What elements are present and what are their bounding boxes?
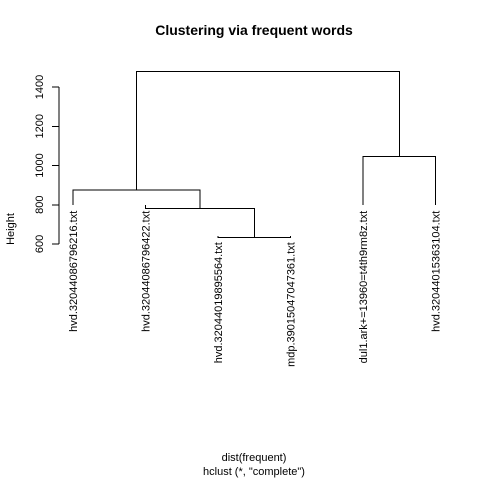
y-tick-label: 1200 — [34, 114, 46, 138]
chart-title: Clustering via frequent words — [155, 22, 353, 38]
dendrogram-merge — [362, 156, 436, 205]
dendrogram-merge — [145, 204, 255, 238]
leaf-label: hvd.32044019895564.txt — [213, 242, 225, 363]
leaf-label: hvd.32044086796216.txt — [68, 211, 80, 332]
leaf-label: hvd.32044086796422.txt — [141, 211, 153, 332]
dendrogram-links — [72, 70, 436, 239]
y-axis: 600 800 1000 1200 1400 — [34, 75, 60, 253]
leaf-label: dul1.ark+=13960=t4th9rm8z.txt — [358, 211, 370, 364]
leaf-labels: hvd.32044086796216.txt hvd.32044086796422… — [68, 211, 443, 367]
y-tick-label: 1400 — [34, 75, 46, 99]
y-tick-label: 600 — [34, 235, 46, 253]
y-tick-label: 1000 — [34, 153, 46, 177]
dendrogram-merge — [217, 236, 291, 239]
y-tick-label: 800 — [34, 196, 46, 214]
dendrogram-merge — [72, 189, 201, 209]
dendrogram-merge — [135, 70, 400, 191]
leaf-label: mdp.39015047047361.txt — [286, 242, 298, 367]
leaf-label: hvd.32044015363104.txt — [431, 211, 443, 332]
method-sublabel: hclust (*, "complete") — [203, 466, 305, 478]
y-axis-label: Height — [5, 213, 17, 245]
x-axis-label: dist(frequent) — [222, 452, 287, 464]
